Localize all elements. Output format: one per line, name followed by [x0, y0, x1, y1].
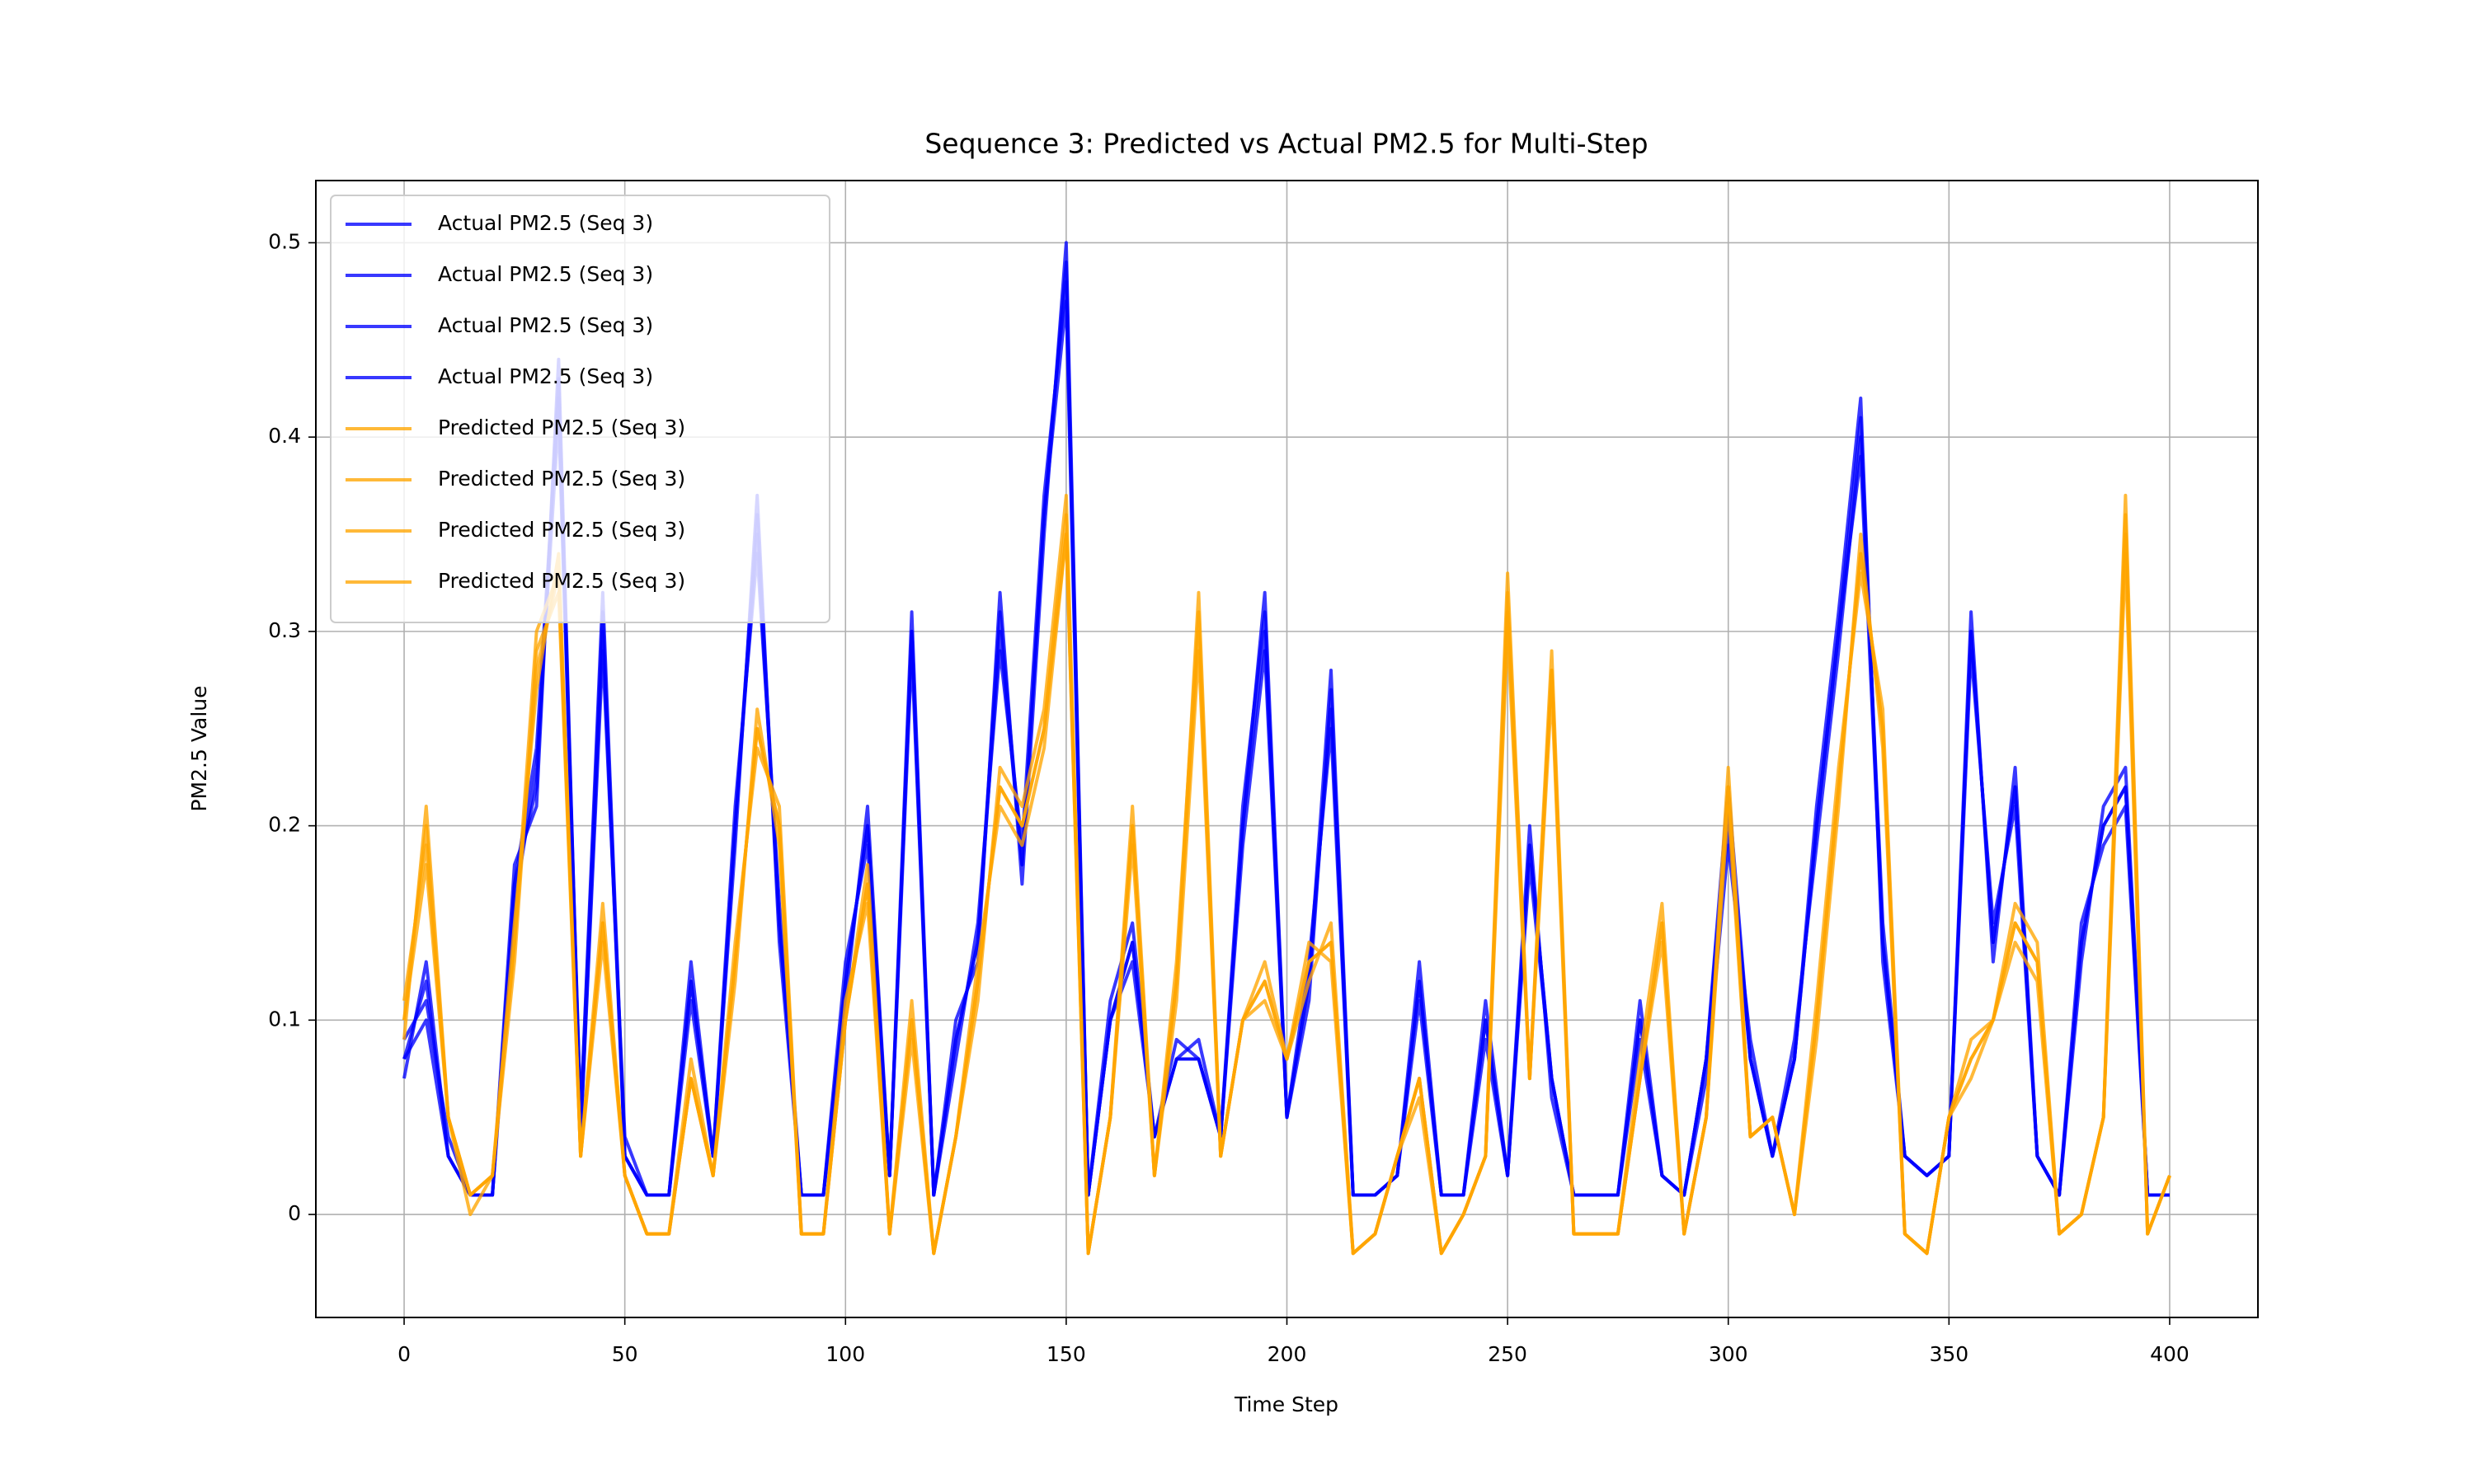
x-tick-label: 350: [1929, 1342, 1968, 1366]
x-tick-label: 50: [612, 1342, 638, 1366]
x-tick-label: 100: [825, 1342, 865, 1366]
y-tick-label: 0.3: [268, 618, 301, 642]
x-axis-label: Time Step: [1234, 1392, 1338, 1416]
chart-title: Sequence 3: Predicted vs Actual PM2.5 fo…: [924, 128, 1648, 160]
x-tick-label: 250: [1488, 1342, 1527, 1366]
legend-label: Actual PM2.5 (Seq 3): [438, 211, 653, 235]
legend-label: Actual PM2.5 (Seq 3): [438, 262, 653, 286]
series-line: [402, 299, 2170, 1197]
y-tick-label: 0.1: [268, 1007, 301, 1031]
x-tick-label: 200: [1268, 1342, 1307, 1366]
plot-frame: [315, 180, 2259, 1318]
legend-label: Predicted PM2.5 (Seq 3): [438, 467, 685, 491]
legend-label: Predicted PM2.5 (Seq 3): [438, 569, 685, 593]
x-tick-label: 300: [1709, 1342, 1748, 1366]
legend-label: Predicted PM2.5 (Seq 3): [438, 518, 685, 542]
legend-label: Predicted PM2.5 (Seq 3): [438, 416, 685, 439]
series-line: [402, 493, 2171, 1256]
legend-box: [330, 195, 830, 623]
y-tick-label: 0.4: [268, 424, 301, 448]
x-tick-label: 0: [397, 1342, 411, 1366]
y-tick-label: 0.2: [268, 813, 301, 837]
x-tick-label: 150: [1047, 1342, 1086, 1366]
x-tick-label: 400: [2150, 1342, 2189, 1366]
legend-label: Actual PM2.5 (Seq 3): [438, 364, 653, 388]
legend-label: Actual PM2.5 (Seq 3): [438, 313, 653, 337]
y-axis-label: PM2.5 Value: [187, 685, 211, 811]
y-tick-label: 0: [288, 1201, 301, 1225]
y-tick-label: 0.5: [268, 229, 301, 253]
